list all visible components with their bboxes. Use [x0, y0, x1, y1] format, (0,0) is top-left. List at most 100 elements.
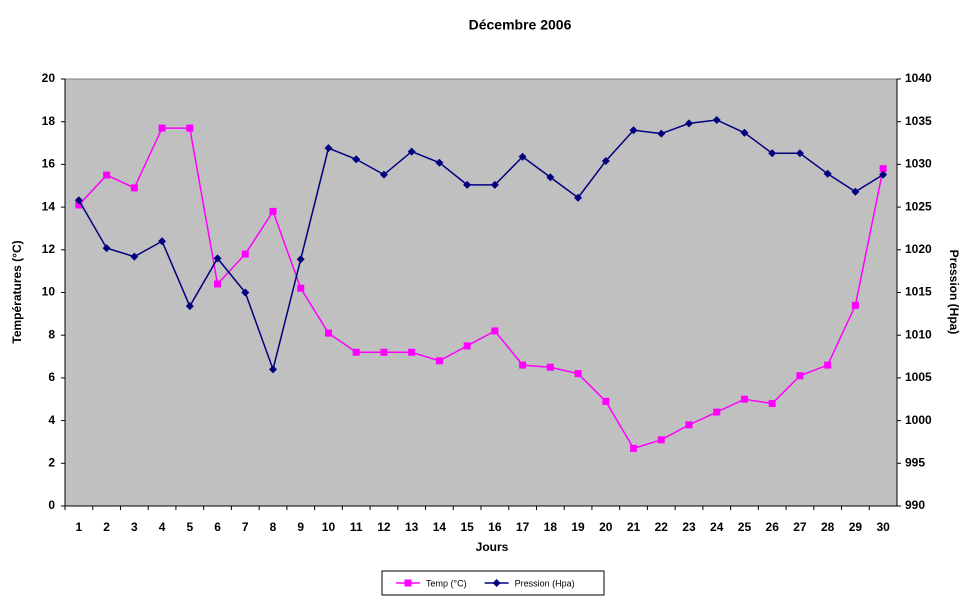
y2-tick-label: 1025 [905, 199, 932, 213]
x-tick-label: 1 [76, 520, 83, 534]
point [657, 129, 666, 138]
point [296, 255, 305, 264]
y2-axis-label: Pression (Hpa) [947, 250, 961, 335]
point [463, 180, 472, 189]
x-tick-label: 2 [103, 520, 110, 534]
point [130, 184, 138, 192]
point [158, 124, 166, 132]
point [241, 288, 250, 297]
point [851, 301, 859, 309]
point [492, 579, 501, 587]
series-line [78, 119, 884, 372]
point [768, 149, 777, 158]
x-tick-label: 18 [544, 520, 558, 534]
x-tick-label: 19 [571, 520, 585, 534]
y2-tick-label: 1000 [905, 413, 932, 427]
point [324, 329, 332, 337]
point [740, 395, 748, 403]
y2-tick-label: 990 [905, 498, 925, 512]
legend-label: Temp (°C) [426, 578, 467, 588]
y-tick-label: 4 [48, 413, 55, 427]
x-tick-label: 17 [516, 520, 530, 534]
x-tick-label: 9 [297, 520, 304, 534]
point [879, 170, 888, 179]
point [685, 119, 693, 128]
x-tick-label: 13 [405, 520, 419, 534]
point [379, 170, 388, 179]
y-tick-label: 2 [48, 455, 55, 469]
x-tick-label: 26 [766, 520, 780, 534]
y-tick-label: 12 [42, 242, 56, 256]
point [297, 284, 305, 292]
x-tick-label: 28 [821, 520, 835, 534]
point [851, 187, 860, 196]
x-tick-label: 8 [270, 520, 277, 534]
y-tick-label: 8 [48, 327, 55, 341]
legend-label: Pression (Hpa) [515, 578, 575, 588]
x-tick-label: 15 [460, 520, 474, 534]
point [574, 193, 583, 202]
y-tick-label: 14 [42, 199, 56, 213]
y-tick-label: 6 [48, 370, 55, 384]
y2-tick-label: 995 [905, 455, 925, 469]
x-tick-label: 7 [242, 520, 249, 534]
y-tick-label: 0 [48, 498, 55, 512]
point [404, 579, 412, 587]
point [102, 244, 111, 253]
x-tick-label: 25 [738, 520, 752, 534]
x-tick-label: 3 [131, 520, 138, 534]
x-tick-label: 24 [710, 520, 724, 534]
x-tick-label: 16 [488, 520, 502, 534]
point [490, 180, 499, 189]
y2-tick-label: 1040 [905, 71, 932, 85]
point [546, 363, 554, 371]
x-tick-label: 4 [159, 520, 166, 534]
point [130, 252, 139, 261]
y2-tick-label: 1035 [905, 114, 932, 128]
x-tick-label: 20 [599, 520, 613, 534]
point [768, 400, 776, 408]
x-tick-label: 5 [186, 520, 193, 534]
point [269, 365, 277, 374]
point [712, 115, 721, 124]
point [213, 254, 222, 263]
series-line [78, 127, 884, 450]
point [685, 421, 693, 429]
point [463, 342, 471, 350]
point [435, 158, 444, 167]
x-tick-label: 12 [377, 520, 391, 534]
point [435, 357, 443, 365]
x-tick-label: 22 [655, 520, 669, 534]
point [879, 165, 887, 173]
x-tick-label: 11 [350, 520, 363, 534]
y-tick-label: 10 [42, 285, 56, 299]
y-tick-label: 16 [42, 157, 56, 171]
point [546, 173, 555, 182]
x-tick-label: 21 [627, 520, 641, 534]
point [629, 126, 638, 135]
y-axis-label: Températures (°C) [10, 240, 24, 343]
point [519, 361, 527, 369]
y2-tick-label: 1005 [905, 370, 932, 384]
point [601, 156, 610, 165]
point [408, 348, 416, 356]
point [795, 149, 804, 158]
point [491, 327, 499, 335]
point [186, 124, 194, 132]
x-tick-label: 23 [682, 520, 696, 534]
y2-tick-label: 1030 [905, 157, 932, 171]
y2-tick-label: 1010 [905, 327, 932, 341]
point [241, 250, 249, 258]
point [407, 147, 416, 156]
plot-area [64, 78, 898, 507]
x-tick-label: 29 [849, 520, 863, 534]
y2-tick-label: 1015 [905, 285, 932, 299]
point [352, 348, 360, 356]
x-tick-label: 30 [876, 520, 890, 534]
x-tick-label: 27 [793, 520, 807, 534]
point [352, 155, 361, 164]
point [824, 361, 832, 369]
point [103, 171, 111, 179]
point [630, 444, 638, 452]
